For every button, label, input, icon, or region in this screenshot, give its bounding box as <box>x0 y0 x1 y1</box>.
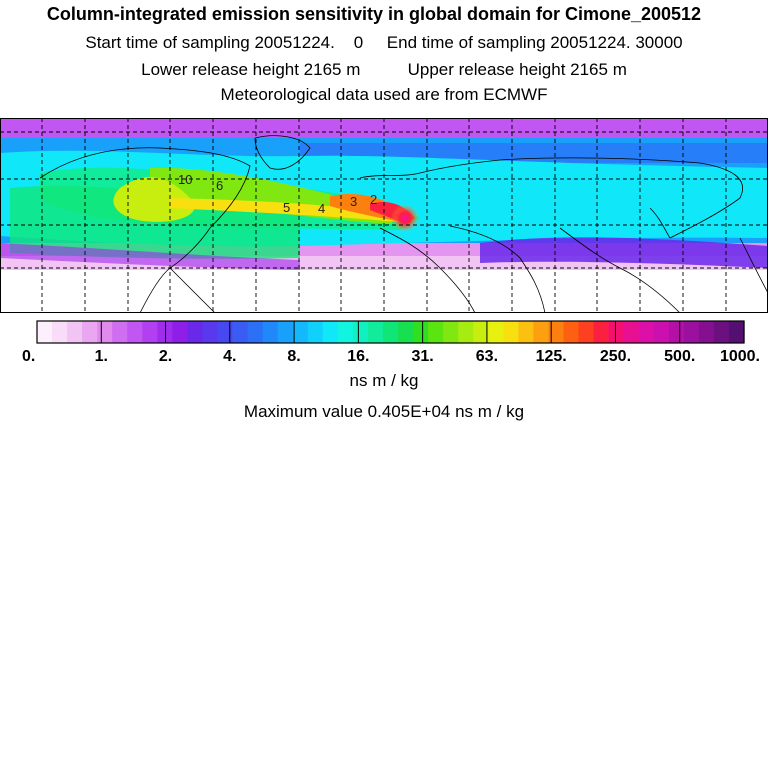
legend-swatch <box>37 321 53 343</box>
legend-swatch <box>503 321 519 343</box>
legend-swatch <box>413 321 429 343</box>
legend-swatch <box>698 321 715 343</box>
legend-swatch <box>578 321 595 343</box>
legend-swatch <box>668 321 685 343</box>
legend-swatch <box>473 321 489 343</box>
legend-tick-label: 1000. <box>720 348 760 365</box>
legend-swatch <box>67 321 83 343</box>
release-height-line: Lower release height 2165 m Upper releas… <box>141 60 627 79</box>
legend-swatch <box>112 321 128 343</box>
contour-labels: 10 6 5 4 3 2 <box>178 172 377 216</box>
contour-label: 3 <box>350 194 357 209</box>
legend-tick-label: 63. <box>476 348 498 365</box>
legend-swatch <box>262 321 279 343</box>
legend-swatch <box>382 321 399 343</box>
legend-swatch <box>458 321 474 343</box>
legend-swatch <box>367 321 384 343</box>
maximum-value: Maximum value 0.405E+04 ns m / kg <box>243 402 525 421</box>
legend-swatch <box>97 321 113 343</box>
legend-swatch <box>127 321 143 343</box>
legend-swatch <box>563 321 580 343</box>
color-legend: 0. 1. 2. 4. 8. 16. 31. 63. 125. 250. 500. 1000. <box>0 318 768 418</box>
legend-swatch <box>172 321 189 343</box>
legend-units: ns m / kg <box>349 371 419 390</box>
contour-label: 2 <box>370 192 377 207</box>
legend-tick-label: 1. <box>95 348 108 365</box>
legend-tick-label: 31. <box>412 348 434 365</box>
legend-swatch <box>428 321 444 343</box>
legend-tick-label: 125. <box>536 348 567 365</box>
legend-swatch <box>187 321 204 343</box>
legend-swatch <box>82 321 98 343</box>
legend-tick-label: 4. <box>223 348 236 365</box>
legend-swatch <box>593 321 610 343</box>
legend-swatch <box>488 321 504 343</box>
legend-swatch <box>518 321 534 343</box>
contour-label: 5 <box>283 200 290 215</box>
legend-swatch <box>443 321 459 343</box>
legend-swatch <box>337 321 354 343</box>
legend-swatch <box>322 321 339 343</box>
legend-swatch <box>548 321 565 343</box>
legend-swatch <box>247 321 264 343</box>
legend-swatch <box>292 321 309 343</box>
sensitivity-map: 10 6 5 4 3 2 <box>0 118 768 313</box>
legend-tick-label: 16. <box>347 348 369 365</box>
legend-swatch <box>623 321 640 343</box>
contour-label: 10 <box>178 172 192 187</box>
legend-swatch <box>683 321 700 343</box>
legend-swatch <box>638 321 655 343</box>
legend-swatch <box>217 321 234 343</box>
legend-swatch <box>713 321 730 343</box>
legend-tick-label: 500. <box>664 348 695 365</box>
sampling-time-line: Start time of sampling 20051224. 0 End t… <box>85 33 683 52</box>
legend-swatch <box>653 321 670 343</box>
legend-swatch <box>232 321 249 343</box>
legend-tick-label: 8. <box>287 348 300 365</box>
legend-swatch <box>277 321 294 343</box>
legend-tick-label: 250. <box>600 348 631 365</box>
map-title: Column-integrated emission sensitivity i… <box>46 4 702 24</box>
legend-swatch <box>728 321 745 343</box>
legend-swatch <box>398 321 414 343</box>
lat-lon-grid <box>0 118 768 313</box>
legend-swatch <box>202 321 219 343</box>
legend-swatch <box>307 321 324 343</box>
legend-tick-label: 0. <box>22 348 35 365</box>
contour-label: 4 <box>318 201 325 216</box>
legend-swatch <box>142 321 158 343</box>
met-data-line: Meteorological data used are from ECMWF <box>220 85 548 104</box>
legend-frame <box>36 320 745 344</box>
legend-swatch <box>533 321 550 343</box>
legend-swatch <box>352 321 369 343</box>
contour-label: 6 <box>216 178 223 193</box>
legend-swatch <box>608 321 625 343</box>
legend-tick-label: 2. <box>159 348 172 365</box>
legend-swatch <box>52 321 68 343</box>
